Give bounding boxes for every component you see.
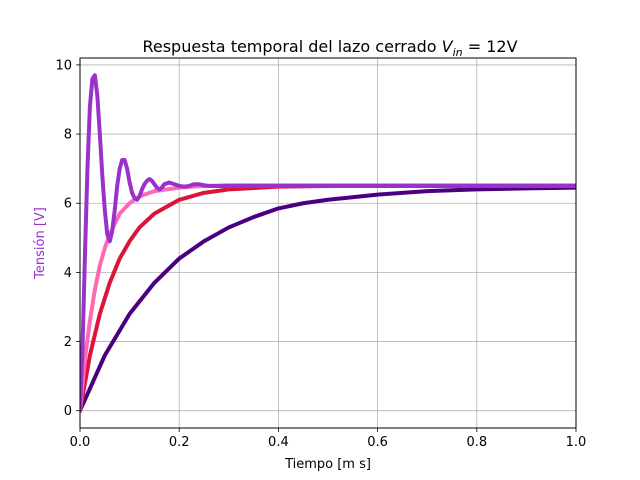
chart-title-math-sub: in	[453, 46, 463, 59]
x-tick-label: 0.2	[169, 435, 190, 450]
y-axis-ticks: 0 2 4 6 8 10	[55, 58, 80, 419]
series-line-2	[80, 183, 576, 413]
x-tick-label: 0.8	[466, 435, 487, 450]
x-axis-label: Tiempo [m s]	[284, 457, 371, 472]
y-tick-label: 10	[55, 58, 72, 73]
plot-area	[80, 73, 576, 413]
y-tick-label: 4	[64, 266, 72, 281]
x-axis-ticks: 0.0 0.2 0.4 0.6 0.8 1.0	[70, 428, 587, 450]
series-line-3	[80, 183, 576, 413]
series-group	[80, 73, 576, 413]
series-line-4	[80, 73, 576, 413]
x-tick-label: 0.0	[70, 435, 91, 450]
grid	[79, 58, 577, 428]
x-tick-label: 1.0	[566, 435, 587, 450]
chart-title-math-var: V	[442, 37, 454, 56]
chart-title: Respuesta temporal del lazo cerrado Vin …	[142, 37, 517, 59]
x-tick-label: 0.4	[268, 435, 289, 450]
series-line-1	[80, 185, 576, 413]
chart-title-math-rest: = 12V	[463, 37, 518, 56]
y-tick-label: 8	[64, 128, 72, 143]
plot-frame	[79, 57, 577, 429]
y-axis-label: Tensión [V]	[33, 207, 48, 280]
chart-title-main: Respuesta temporal del lazo cerrado	[142, 37, 441, 56]
y-tick-label: 0	[64, 404, 72, 419]
y-tick-label: 6	[64, 197, 72, 212]
y-tick-label: 2	[64, 335, 72, 350]
x-tick-label: 0.6	[367, 435, 388, 450]
